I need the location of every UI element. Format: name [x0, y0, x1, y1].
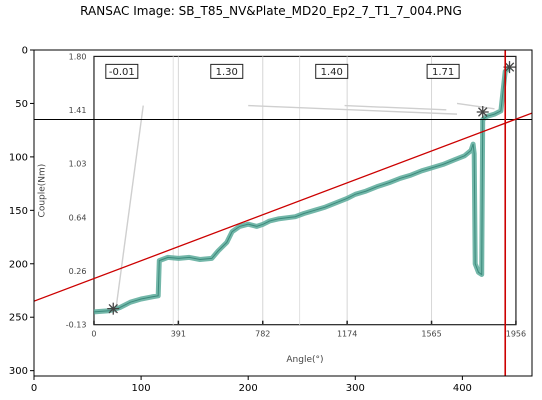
embedded-x-tick-label: 1174 — [337, 329, 357, 338]
embedded-x-tick-label: 782 — [255, 329, 270, 338]
embedded-x-tick-label: 0 — [91, 329, 96, 338]
x-axis-ticks: 0 100 200 300 400 — [31, 376, 472, 394]
star-marker-ray — [478, 107, 488, 117]
embedded-x-axis-label: Angle(°) — [286, 355, 323, 365]
y-axis-ticks: 0 50 100 150 200 250 300 — [9, 46, 34, 377]
y-tick-label: 300 — [9, 366, 28, 377]
annotation-box-label: 1.30 — [216, 67, 238, 78]
embedded-y-tick-label: -0.13 — [66, 321, 87, 330]
x-tick-label: 200 — [239, 383, 258, 394]
embedded-y-tick-label: 1.80 — [69, 52, 87, 61]
y-tick-label: 100 — [9, 152, 28, 163]
leader-line — [456, 102, 495, 110]
leader-line — [248, 104, 458, 115]
embedded-x-tick-label: 1565 — [421, 329, 441, 338]
y-tick-label: 200 — [9, 259, 28, 270]
ransac-fit-line — [34, 112, 532, 302]
y-tick-label: 250 — [9, 313, 28, 324]
embedded-x-tick-label: 1956 — [506, 329, 526, 338]
x-tick-label: 0 — [31, 383, 37, 394]
axes-frame — [33, 49, 533, 377]
overlay-lines — [34, 50, 532, 376]
embedded-plot-image: 1.80 1.41 1.03 0.64 0.26 -0.13 Couple(Nm) 0 391 7… — [38, 52, 526, 365]
embedded-y-axis-label: Couple(Nm) — [38, 164, 48, 218]
star-marker-ray — [108, 303, 118, 314]
y-tick-label: 0 — [22, 46, 28, 57]
x-tick-label: 100 — [132, 383, 151, 394]
embedded-plot-frame — [93, 55, 517, 326]
star-marker-ray — [504, 62, 515, 72]
annotation-box-label: -0.01 — [109, 67, 135, 78]
figure-title: RANSAC Image: SB_T85_NV&Plate_MD20_Ep2_7… — [80, 4, 462, 18]
annotation-box — [426, 63, 460, 79]
star-marker — [107, 302, 120, 315]
x-tick-label: 300 — [346, 383, 365, 394]
embedded-y-tick-label: 1.41 — [69, 106, 87, 115]
embedded-y-tick-label: 0.64 — [69, 213, 87, 222]
annotation-box — [105, 63, 139, 79]
axes-border — [33, 49, 533, 377]
embedded-x-tick-label: 391 — [171, 329, 186, 338]
y-tick-label: 150 — [9, 206, 28, 217]
leader-line — [114, 105, 144, 314]
star-marker — [476, 105, 489, 118]
annotation-box-label: 1.40 — [321, 67, 343, 78]
embedded-y-tick-label: 0.26 — [69, 267, 87, 276]
annotation-box-label: 1.71 — [432, 67, 454, 78]
annotation-box — [315, 63, 349, 79]
y-tick-label: 50 — [15, 99, 28, 110]
x-tick-label: 400 — [453, 383, 472, 394]
measurement-curve-core — [93, 66, 510, 313]
leader-line — [344, 104, 447, 111]
annotation-box — [210, 63, 244, 79]
embedded-y-tick-label: 1.03 — [69, 160, 87, 169]
